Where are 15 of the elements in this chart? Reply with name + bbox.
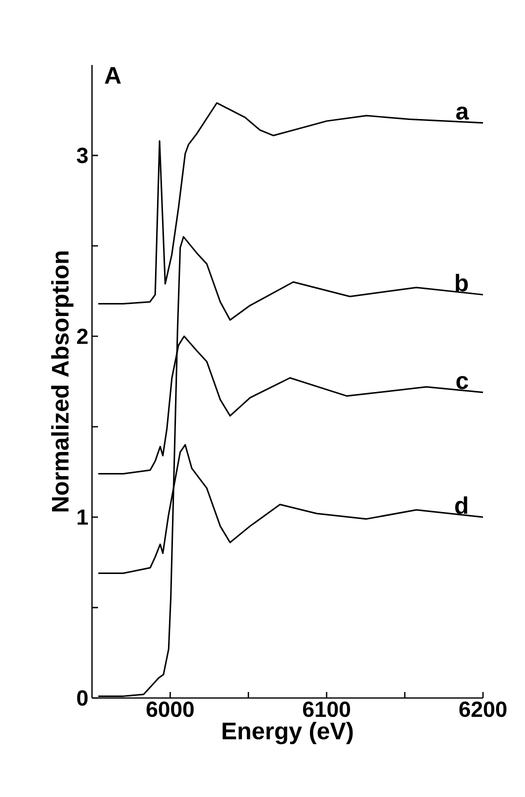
x-tick-label: 6200 bbox=[459, 702, 506, 718]
y-tick-label: 0 bbox=[77, 690, 88, 706]
annotation: A bbox=[104, 67, 121, 84]
line-series bbox=[98, 102, 484, 304]
x-tick-label: 6100 bbox=[303, 702, 350, 718]
series-label: a bbox=[456, 106, 469, 120]
series-label: c bbox=[456, 376, 468, 390]
y-tick-label: 1 bbox=[78, 510, 88, 525]
y-axis-title: Normalized Absorption bbox=[51, 251, 74, 512]
y-tick-label: 3 bbox=[76, 148, 88, 164]
series-label: b bbox=[456, 274, 468, 292]
series-label: d bbox=[455, 496, 468, 514]
x-axis-title: Energy (eV) bbox=[222, 722, 353, 744]
x-tick-label: 6000 bbox=[146, 702, 194, 718]
y-tick-label: 2 bbox=[77, 328, 88, 344]
